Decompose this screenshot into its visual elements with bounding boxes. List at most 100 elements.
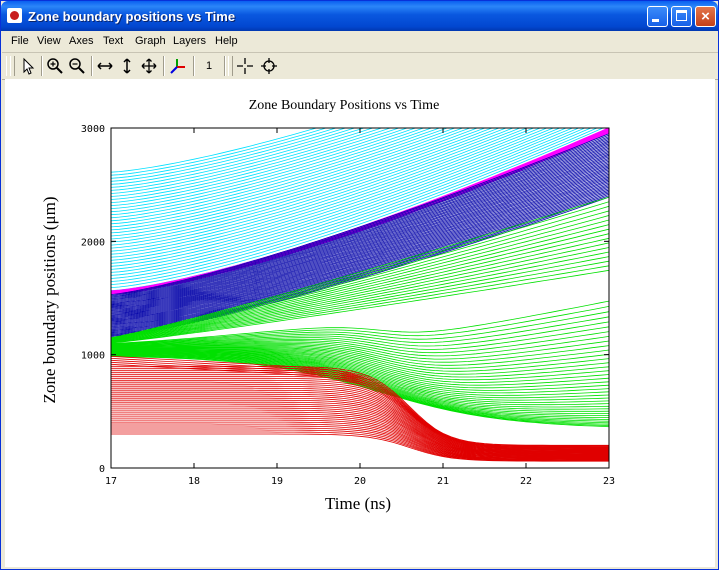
series-line bbox=[111, 128, 605, 288]
series-line bbox=[111, 149, 609, 306]
menu-layers[interactable]: Layers bbox=[173, 35, 207, 47]
menu-help[interactable]: Help bbox=[215, 35, 238, 47]
series-line bbox=[111, 201, 609, 339]
series-line bbox=[111, 128, 609, 293]
series-line bbox=[111, 175, 609, 323]
series-line bbox=[111, 128, 449, 219]
menu-axes[interactable]: Axes bbox=[69, 35, 94, 47]
series-line bbox=[111, 144, 609, 303]
series-line bbox=[111, 433, 609, 462]
series-line bbox=[111, 159, 609, 313]
series-line bbox=[111, 265, 609, 344]
series-line bbox=[111, 350, 609, 399]
series-line bbox=[111, 128, 568, 270]
series-line bbox=[111, 349, 609, 389]
series-line bbox=[111, 326, 609, 350]
app-icon bbox=[7, 8, 22, 23]
y-tick-label: 3000 bbox=[81, 124, 105, 135]
series-line bbox=[111, 128, 318, 173]
series-line bbox=[111, 166, 609, 318]
series-line bbox=[111, 399, 609, 455]
target-icon bbox=[261, 58, 277, 74]
toolbar: 1 bbox=[2, 53, 718, 80]
x-tick-label: 23 bbox=[603, 476, 615, 487]
crosshair-icon bbox=[237, 58, 253, 74]
close-button[interactable]: × bbox=[695, 6, 716, 27]
zoom-in-icon bbox=[47, 58, 63, 74]
series-line bbox=[111, 128, 508, 243]
series-line bbox=[111, 128, 522, 249]
menu-file[interactable]: File bbox=[11, 35, 29, 47]
series-line bbox=[111, 154, 609, 310]
series-line bbox=[111, 153, 609, 309]
series-line bbox=[111, 344, 609, 366]
toolbar-grip[interactable] bbox=[10, 56, 15, 76]
axes-icon bbox=[170, 59, 185, 74]
target-button[interactable] bbox=[259, 56, 279, 76]
series-line bbox=[111, 128, 457, 222]
pan-button[interactable] bbox=[139, 56, 159, 76]
toolbar-grip[interactable] bbox=[228, 56, 233, 76]
x-axis-label: Time (ns) bbox=[325, 494, 391, 513]
series-line bbox=[111, 157, 609, 312]
series-line bbox=[111, 237, 609, 342]
series-line bbox=[111, 419, 609, 459]
series-line bbox=[111, 128, 479, 231]
zoom-out-button[interactable] bbox=[67, 56, 87, 76]
series-line bbox=[111, 141, 609, 301]
series-line bbox=[111, 165, 609, 317]
menu-text[interactable]: Text bbox=[103, 35, 124, 47]
series-line bbox=[111, 373, 609, 450]
series-line bbox=[111, 411, 609, 458]
series-line bbox=[111, 401, 609, 456]
series-line bbox=[111, 321, 609, 347]
series-line bbox=[111, 379, 609, 451]
axes-button[interactable] bbox=[168, 56, 188, 76]
series-line bbox=[111, 169, 609, 320]
pointer-icon bbox=[23, 57, 35, 75]
series-line bbox=[111, 344, 609, 369]
series-line bbox=[111, 215, 609, 340]
series-line bbox=[111, 395, 609, 454]
minimize-button[interactable] bbox=[647, 6, 668, 27]
y-tick-label: 1000 bbox=[81, 351, 105, 362]
menu-view[interactable]: View bbox=[37, 35, 61, 47]
maximize-button[interactable] bbox=[671, 6, 692, 27]
series-line bbox=[111, 143, 609, 302]
series-line bbox=[111, 163, 609, 316]
menu-graph[interactable]: Graph bbox=[135, 35, 166, 47]
series-line bbox=[111, 128, 574, 273]
series-line bbox=[111, 160, 609, 314]
title-bar[interactable]: Zone boundary positions vs Time × bbox=[1, 1, 718, 31]
pointer-tool-button[interactable] bbox=[18, 56, 38, 76]
series-line bbox=[111, 178, 609, 325]
series-line bbox=[111, 128, 464, 225]
zoom-in-button[interactable] bbox=[45, 56, 65, 76]
scale-vertical-button[interactable] bbox=[117, 56, 137, 76]
series-line bbox=[111, 128, 417, 206]
series-line bbox=[111, 128, 433, 213]
minimize-icon bbox=[652, 19, 659, 22]
x-tick-label: 19 bbox=[271, 476, 283, 487]
series-line bbox=[111, 397, 609, 455]
series-line bbox=[111, 146, 609, 304]
series-line bbox=[111, 128, 586, 279]
series-line bbox=[111, 133, 609, 295]
layer-number-button[interactable]: 1 bbox=[205, 60, 213, 72]
series-line bbox=[111, 219, 609, 340]
toolbar-separator bbox=[224, 56, 226, 76]
series-line bbox=[111, 342, 609, 363]
series-line bbox=[111, 349, 609, 391]
series-line bbox=[111, 128, 599, 285]
series-line bbox=[111, 311, 609, 345]
graph-canvas[interactable]: Zone Boundary Positions vs Time 17 18 19 20… bbox=[5, 79, 715, 567]
series-group bbox=[111, 356, 609, 462]
scale-horizontal-button[interactable] bbox=[95, 56, 115, 76]
series-line bbox=[111, 128, 441, 216]
series-line bbox=[111, 128, 328, 176]
series-line bbox=[111, 182, 609, 328]
scale-vertical-icon bbox=[123, 58, 131, 74]
series-line bbox=[111, 136, 609, 297]
crosshair-button[interactable] bbox=[235, 56, 255, 76]
